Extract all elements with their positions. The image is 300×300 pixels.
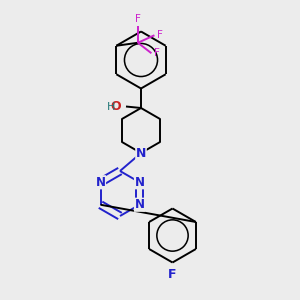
Text: F: F bbox=[168, 268, 177, 281]
Text: O: O bbox=[110, 100, 121, 113]
Text: F: F bbox=[135, 14, 141, 24]
Text: H: H bbox=[107, 101, 116, 112]
Text: N: N bbox=[134, 198, 145, 211]
Text: N: N bbox=[95, 176, 106, 189]
Text: N: N bbox=[134, 176, 145, 189]
Text: N: N bbox=[136, 146, 146, 160]
Text: F: F bbox=[157, 30, 163, 40]
Text: F: F bbox=[154, 48, 160, 58]
